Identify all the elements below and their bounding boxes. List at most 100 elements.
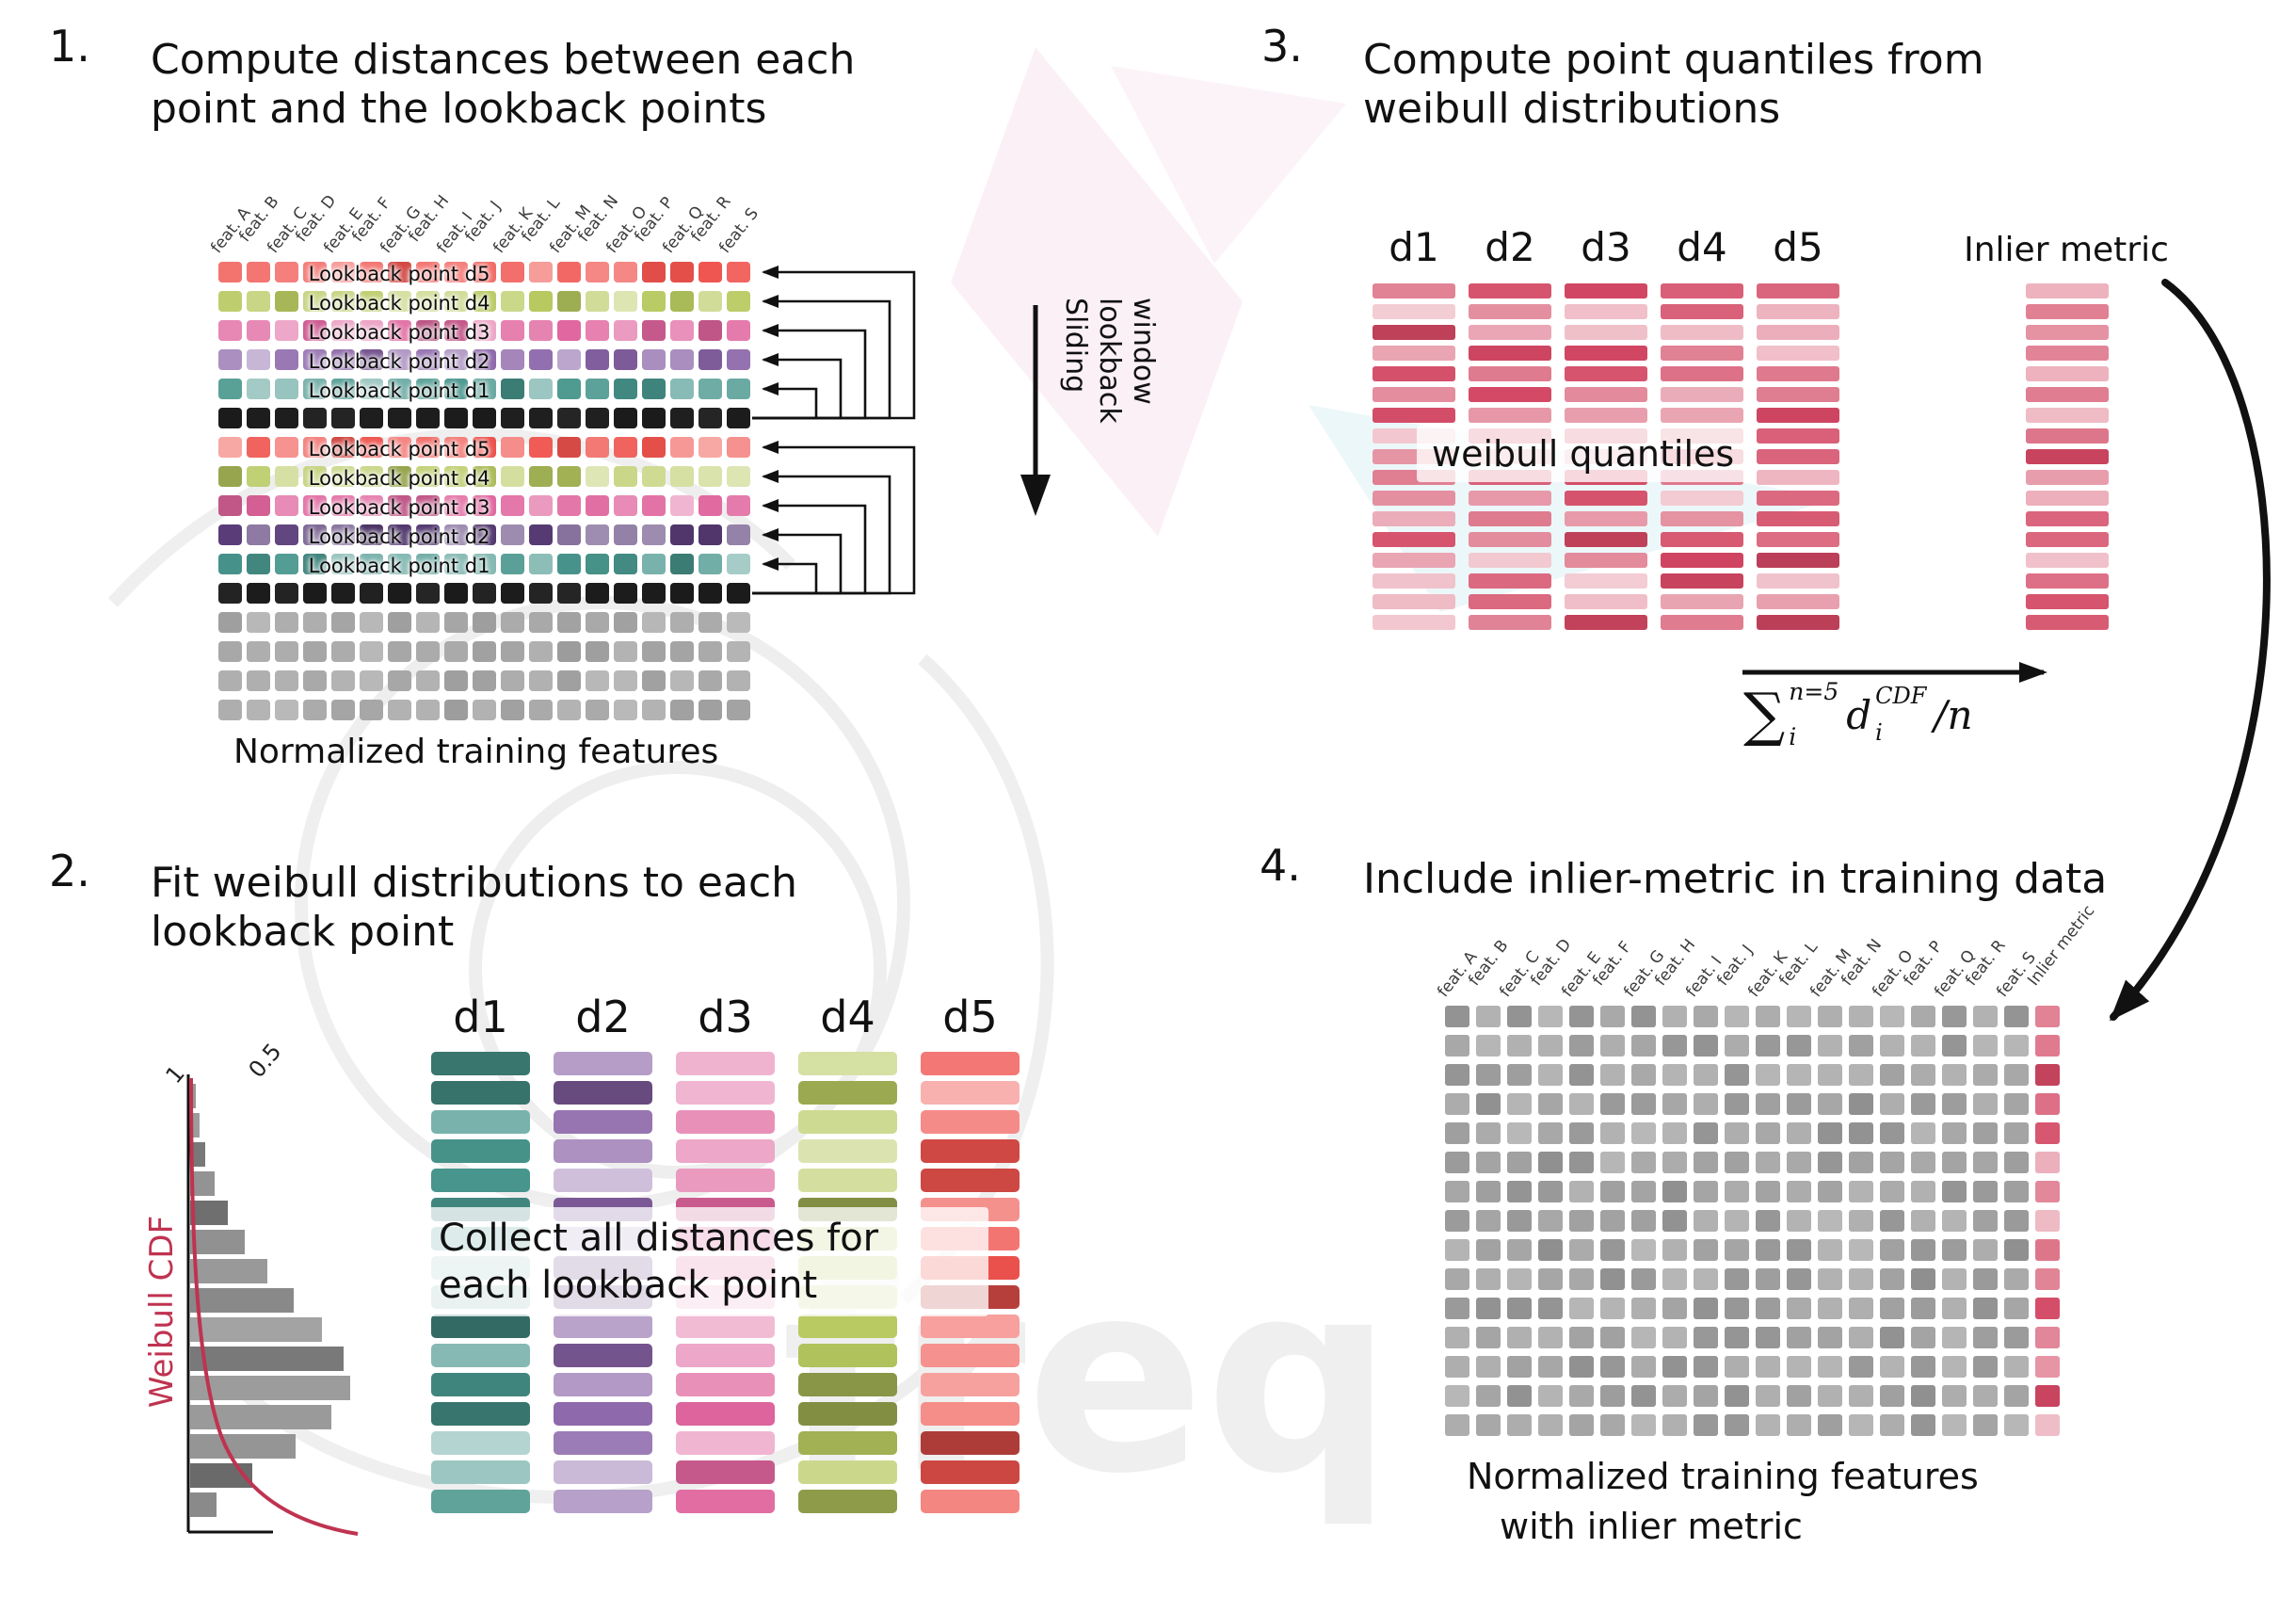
current-point-cell bbox=[557, 408, 581, 428]
current-point-cell bbox=[698, 583, 722, 604]
training-feature-cell bbox=[1725, 1210, 1749, 1232]
step1-title: Compute distances between each point and… bbox=[151, 36, 856, 133]
feature-cell bbox=[727, 379, 750, 399]
feature-cell bbox=[727, 291, 750, 312]
current-point-cell bbox=[331, 583, 355, 604]
feature-cell bbox=[416, 554, 440, 574]
distance-bar bbox=[554, 1460, 652, 1484]
feature-cell bbox=[275, 641, 298, 662]
feature-cell bbox=[727, 437, 750, 458]
training-feature-cell bbox=[1662, 1414, 1687, 1436]
quantile-bar bbox=[1469, 325, 1551, 340]
distance-arrow bbox=[752, 499, 867, 595]
distance-arrow bbox=[752, 441, 916, 595]
current-point-cell bbox=[416, 408, 440, 428]
feature-cell bbox=[331, 320, 355, 341]
column-header: d3 bbox=[698, 992, 753, 1042]
training-feature-cell bbox=[2004, 1356, 2029, 1378]
training-feature-cell bbox=[1694, 1414, 1718, 1436]
current-point-cell bbox=[586, 408, 609, 428]
feature-cell bbox=[586, 379, 609, 399]
training-feature-cell bbox=[1507, 1385, 1532, 1407]
quantile-bar bbox=[1757, 325, 1839, 340]
training-feature-cell bbox=[1476, 1210, 1501, 1232]
feature-cell bbox=[501, 495, 524, 516]
feature-cell bbox=[586, 554, 609, 574]
training-feature-cell bbox=[1662, 1035, 1687, 1057]
training-feature-cell bbox=[1849, 1239, 1873, 1261]
training-feature-cell bbox=[1849, 1064, 1873, 1086]
distance-bar bbox=[676, 1169, 775, 1192]
training-feature-cell bbox=[1973, 1093, 1998, 1115]
cdf-superscript: CDF bbox=[1875, 683, 1927, 709]
training-feature-cell bbox=[1631, 1122, 1656, 1144]
distance-bar bbox=[921, 1344, 1020, 1367]
feature-cell bbox=[247, 262, 270, 282]
feature-cell bbox=[529, 554, 553, 574]
training-feature-cell bbox=[1631, 1356, 1656, 1378]
feature-cell bbox=[529, 612, 553, 633]
weibull-cdf-curve bbox=[189, 1077, 359, 1536]
training-feature-cell bbox=[1725, 1356, 1749, 1378]
feature-cell bbox=[557, 291, 581, 312]
training-feature-cell bbox=[1880, 1122, 1904, 1144]
distance-bar bbox=[921, 1110, 1020, 1134]
training-feature-cell bbox=[1756, 1327, 1780, 1348]
training-feature-cell bbox=[1600, 1035, 1625, 1057]
feature-cell bbox=[444, 524, 468, 545]
feature-cell bbox=[360, 495, 383, 516]
training-feature-cell bbox=[1600, 1210, 1625, 1232]
quantile-column-d4: d4 bbox=[1661, 221, 1743, 630]
training-feature-cell bbox=[1569, 1006, 1594, 1027]
feature-cell bbox=[529, 320, 553, 341]
feature-cell bbox=[670, 612, 694, 633]
feature-cell bbox=[275, 379, 298, 399]
feature-cell bbox=[247, 700, 270, 720]
feature-cell bbox=[416, 466, 440, 487]
training-feature-cell bbox=[1942, 1122, 1967, 1144]
feature-cell bbox=[303, 262, 327, 282]
feature-cell bbox=[727, 495, 750, 516]
training-feature-cell bbox=[1942, 1181, 1967, 1202]
distance-bar bbox=[431, 1169, 530, 1192]
training-feature-cell bbox=[1694, 1268, 1718, 1290]
feature-cell bbox=[698, 437, 722, 458]
quantile-bar bbox=[1757, 387, 1839, 402]
feature-cell bbox=[388, 262, 411, 282]
training-feature-cell bbox=[1445, 1414, 1469, 1436]
distance-bar bbox=[798, 1110, 897, 1134]
step3-overlay: weibull quantiles bbox=[1417, 426, 1750, 482]
distance-bar bbox=[676, 1373, 775, 1396]
training-feature-cell bbox=[1818, 1268, 1842, 1290]
feature-cell bbox=[360, 524, 383, 545]
training-feature-cell bbox=[1631, 1239, 1656, 1261]
training-feature-cell bbox=[1942, 1239, 1967, 1261]
distance-bar bbox=[676, 1081, 775, 1105]
training-feature-cell bbox=[1942, 1268, 1967, 1290]
distance-bar bbox=[554, 1373, 652, 1396]
training-feature-cell bbox=[1756, 1181, 1780, 1202]
quantile-bar bbox=[1565, 615, 1647, 630]
current-point-cell bbox=[727, 408, 750, 428]
distance-bar bbox=[431, 1052, 530, 1075]
training-feature-cell bbox=[2004, 1385, 2029, 1407]
training-feature-cell bbox=[1600, 1006, 1625, 1027]
inlier-metric-cell bbox=[2035, 1152, 2060, 1173]
bar-stack bbox=[921, 1052, 1020, 1513]
feature-cell bbox=[586, 320, 609, 341]
feature-cell bbox=[388, 349, 411, 370]
feature-cell bbox=[529, 524, 553, 545]
training-feature-cell bbox=[1725, 1152, 1749, 1173]
feature-cell bbox=[727, 466, 750, 487]
training-feature-cell bbox=[1911, 1414, 1935, 1436]
divide-by-n: /n bbox=[1934, 691, 1973, 738]
distance-arrow bbox=[752, 324, 867, 420]
current-point-cell bbox=[360, 408, 383, 428]
feature-cell bbox=[501, 641, 524, 662]
training-feature-cell bbox=[1538, 1210, 1563, 1232]
training-feature-cell bbox=[1973, 1356, 1998, 1378]
histogram-bar bbox=[190, 1376, 350, 1400]
training-feature-cell bbox=[1507, 1356, 1532, 1378]
training-feature-cell bbox=[1911, 1327, 1935, 1348]
training-feature-cell bbox=[1445, 1006, 1469, 1027]
